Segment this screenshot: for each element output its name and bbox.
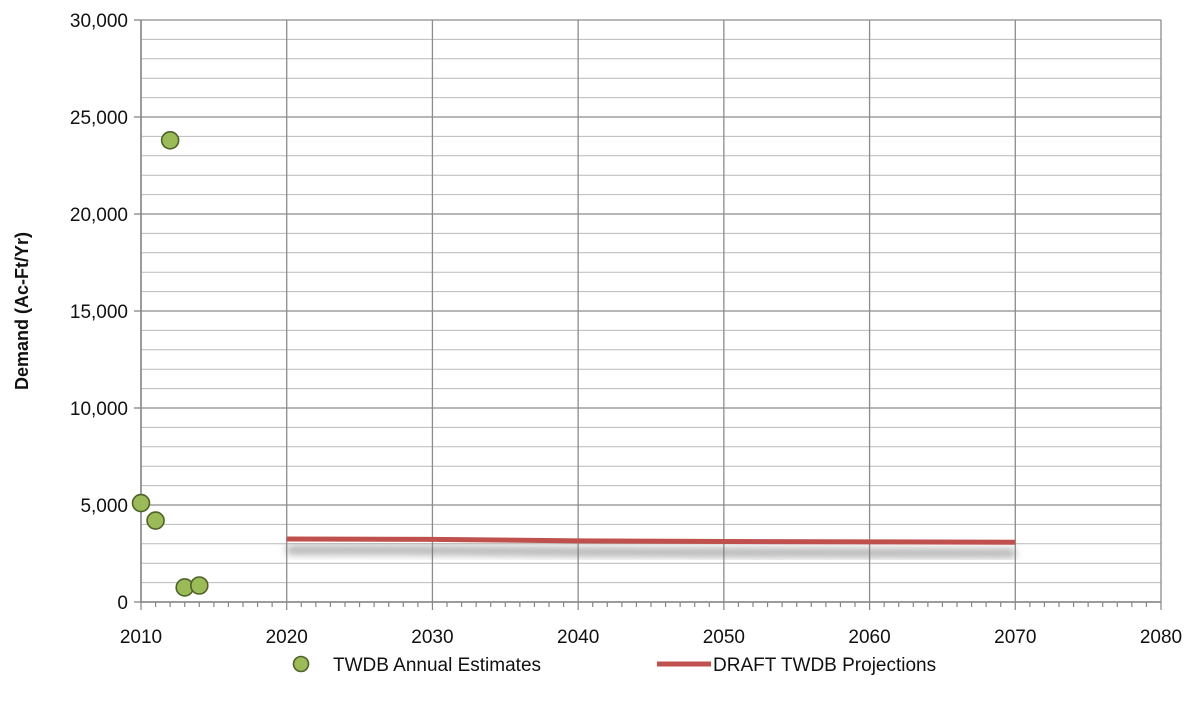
x-tick-label: 2050: [703, 627, 745, 648]
y-tick-label: 25,000: [70, 108, 128, 129]
draft-twdb-projections-line: [286, 536, 1016, 545]
y-tick-label: 20,000: [70, 205, 128, 226]
legend-marker-twdb-annual-estimates: [292, 655, 310, 673]
legend: TWDB Annual Estimates DRAFT TWDB Project…: [292, 655, 936, 676]
twdb-annual-estimate-point: [131, 493, 151, 513]
x-tick-label: 2080: [1140, 627, 1182, 648]
x-tick-label: 2060: [848, 627, 890, 648]
y-tick-label: 15,000: [70, 302, 128, 323]
grid: [140, 19, 1162, 603]
y-axis-title: Demand (Ac-Ft/Yr): [12, 232, 32, 390]
y-tick-label: 10,000: [70, 399, 128, 420]
y-tick-label: 0: [117, 593, 128, 614]
x-tick-label: 2030: [411, 627, 453, 648]
twdb-annual-estimate-point: [146, 511, 165, 530]
projection-line-shadow: [286, 545, 1016, 558]
axes: [134, 19, 1162, 610]
x-tick-label: 2040: [557, 627, 599, 648]
x-tick-label: 2010: [120, 627, 162, 648]
legend-label-twdb-annual-estimates: TWDB Annual Estimates: [333, 655, 541, 676]
x-tick-label: 2020: [266, 627, 308, 648]
series: [131, 130, 1016, 597]
tick-labels: 0 5,000 10,000 15,000 20,000 25,000 30,000 2010…: [70, 11, 1182, 648]
x-tick-label: 2070: [994, 627, 1036, 648]
legend-label-draft-twdb-projections: DRAFT TWDB Projections: [713, 655, 936, 676]
y-tick-label: 5,000: [80, 496, 128, 517]
twdb-annual-estimate-point: [189, 576, 209, 595]
y-tick-label: 30,000: [70, 11, 128, 32]
twdb-annual-estimate-point: [160, 130, 180, 150]
